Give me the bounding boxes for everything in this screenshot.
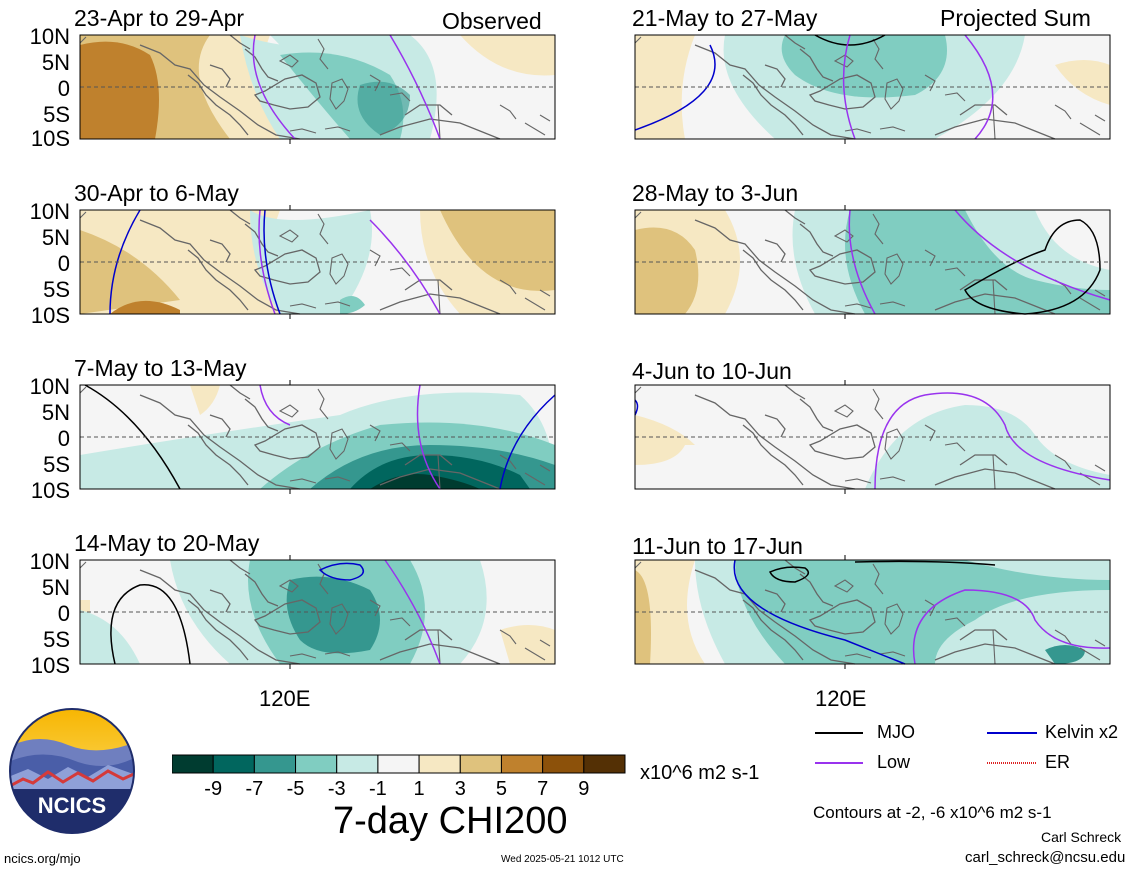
timestamp: Wed 2025-05-21 1012 UTC	[501, 854, 624, 865]
lat-label: 5S	[43, 452, 70, 477]
lat-label: 0	[57, 251, 70, 276]
colorbar-tick-label: 5	[496, 778, 507, 800]
panel-date-title: 23-Apr to 29-Apr	[74, 5, 245, 31]
lat-label: 10S	[30, 126, 70, 151]
colorbar-tick-label: 9	[578, 778, 589, 800]
map-panels	[79, 34, 1111, 669]
panel-tag-observed: Observed	[442, 8, 542, 34]
legend-lines	[815, 732, 1037, 764]
panel-date-title: 11-Jun to 17-Jun	[632, 533, 803, 559]
colorbar-swatches	[172, 754, 626, 774]
lat-label: 5S	[43, 277, 70, 302]
lon-label-left: 120E	[259, 686, 311, 711]
lat-label: 0	[57, 76, 70, 101]
author-name: Carl Schreck	[1041, 829, 1122, 845]
legend-label-kelvin: Kelvin x2	[1045, 722, 1119, 742]
legend-label-mjo: MJO	[877, 722, 915, 742]
map-panel-1	[79, 34, 556, 144]
site-url: ncics.org/mjo	[4, 851, 81, 866]
map-panel-6	[634, 205, 1111, 319]
lat-label: 5N	[41, 400, 70, 425]
lat-label: 10S	[30, 303, 70, 328]
colorbar-swatch	[583, 754, 626, 774]
colorbar-swatch	[212, 754, 255, 774]
lat-label: 0	[57, 601, 70, 626]
map-panel-5	[634, 34, 1111, 144]
colorbar-tick-label: 1	[414, 778, 425, 800]
colorbar-labels: -9 -7 -5 -3 -1 1 3 5 7 9	[204, 778, 589, 800]
lat-label: 10S	[30, 478, 70, 503]
panel-date-title: 4-Jun to 10-Jun	[632, 358, 792, 384]
lat-label: 5N	[41, 50, 70, 75]
colorbar-units: x10^6 m2 s-1	[640, 762, 760, 784]
lat-label: 10S	[30, 653, 70, 678]
colorbar-swatch	[172, 754, 214, 774]
map-panel-4	[79, 555, 556, 669]
lat-label: 10N	[29, 549, 70, 574]
map-panel-3	[79, 380, 556, 494]
legend-label-er: ER	[1045, 752, 1071, 772]
lat-label: 10N	[29, 199, 70, 224]
panel-tag-projected: Projected Sum	[940, 5, 1091, 31]
lat-label: 10N	[29, 374, 70, 399]
ncics-logo-text: NCICS	[38, 793, 106, 818]
lat-label: 10N	[29, 24, 70, 49]
colorbar-swatch	[295, 754, 338, 774]
colorbar-tick-label: -3	[328, 778, 346, 800]
colorbar-swatch	[542, 754, 585, 774]
colorbar-swatch	[377, 754, 420, 774]
map-panel-2	[79, 205, 556, 319]
panel-date-title: 14-May to 20-May	[74, 530, 260, 556]
colorbar-tick-label: 7	[537, 778, 548, 800]
map-panel-8	[634, 555, 1111, 669]
colorbar-swatch	[418, 754, 461, 774]
colorbar-swatch	[336, 754, 379, 774]
lat-label: 5S	[43, 627, 70, 652]
panel-date-title: 21-May to 27-May	[632, 5, 818, 31]
map-panel-7	[634, 380, 1111, 494]
colorbar-swatch	[253, 754, 297, 774]
author-email: carl_schreck@ncsu.edu	[965, 849, 1126, 866]
colorbar-tick-label: -7	[245, 778, 263, 800]
colorbar-swatch	[500, 754, 544, 774]
lat-label: 5N	[41, 225, 70, 250]
colorbar-title: 7-day CHI200	[333, 800, 568, 842]
lat-label: 5S	[43, 102, 70, 127]
contours-note: Contours at -2, -6 x10^6 m2 s-1	[813, 803, 1052, 822]
colorbar-tick-label: 3	[455, 778, 466, 800]
legend-label-low: Low	[877, 752, 911, 772]
panel-date-title: 7-May to 13-May	[74, 355, 247, 381]
colorbar-tick-label: -9	[204, 778, 222, 800]
panel-date-title: 28-May to 3-Jun	[632, 180, 799, 206]
ncics-logo: NCICS	[9, 708, 135, 834]
colorbar-tick-label: -5	[287, 778, 305, 800]
colorbar-tick-label: -1	[369, 778, 387, 800]
lat-label: 5N	[41, 575, 70, 600]
panel-date-title: 30-Apr to 6-May	[74, 180, 239, 206]
lat-label: 0	[57, 426, 70, 451]
lon-label-right: 120E	[815, 686, 867, 711]
colorbar-swatch	[459, 754, 502, 774]
colorbar: -9 -7 -5 -3 -1 1 3 5 7 9	[172, 754, 626, 800]
